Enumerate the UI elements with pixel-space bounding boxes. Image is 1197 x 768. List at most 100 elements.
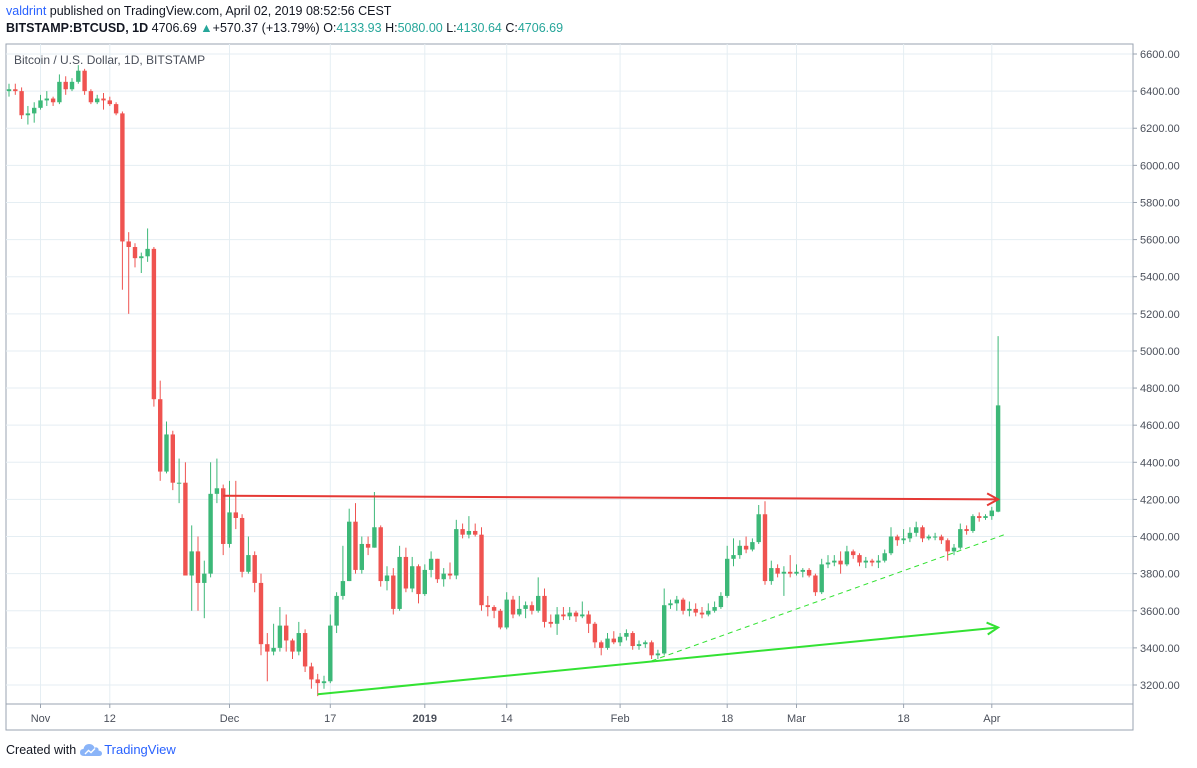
candle-up [580,601,585,619]
candle-up [441,568,446,587]
candle-down [63,76,68,95]
candle-up [662,588,667,656]
candle-body [25,113,31,116]
candle-up [725,545,730,598]
candle-down [498,608,503,630]
candle-body [869,560,875,563]
candle-body [252,555,257,583]
y-tick-label: 4000.00 [1140,532,1180,544]
candle-body [340,581,346,596]
x-tick-label: Nov [31,713,51,725]
candle-body [107,100,112,105]
candle-body [548,621,553,624]
candle-body [567,612,572,617]
candle-body [473,530,478,535]
x-tick-label: Dec [220,713,240,725]
y-tick-label: 4600.00 [1140,420,1180,432]
candle-up [277,607,283,652]
candle-body [649,642,654,656]
candle-body [643,642,648,645]
author-link[interactable]: valdrint [6,4,47,18]
candle-body [718,595,724,608]
candle-down [13,83,18,95]
candle-body [315,679,320,684]
high-label: H: [385,21,398,35]
y-tick-label: 5600.00 [1140,235,1180,247]
x-tick-label: 18 [897,713,909,725]
up-triangle-icon: ▲ [200,21,213,35]
candle-body [359,543,364,570]
candle-up [674,595,679,611]
candle-up [800,568,805,578]
candle-body [416,566,421,595]
grid-layer [6,44,1133,704]
candle-down [775,564,780,578]
candle-down [788,555,793,578]
candle-down [290,638,295,660]
candle-up [844,545,850,567]
candle-body [580,614,585,617]
candle-down [586,610,591,634]
candle-down [599,640,604,656]
candle-body [69,81,75,90]
x-tick-label: Mar [787,713,806,725]
candle-down [284,614,289,652]
candle-up [901,529,906,544]
candle-down [170,430,175,491]
high-value: 5080.00 [397,21,443,35]
symbol-label: BITSTAMP:BTCUSD, 1D [6,21,149,35]
candle-body [851,551,856,556]
candle-body [743,545,749,550]
y-tick-label: 6200.00 [1140,123,1180,135]
candle-body [655,653,661,656]
candle-down [838,551,843,574]
candle-body [284,625,289,641]
candle-body [800,569,805,572]
candle-up [756,504,761,544]
candle-body [662,605,667,654]
candle-body [687,608,692,611]
candle-body [592,623,598,643]
candle-body [989,510,994,517]
candle-up [347,508,352,582]
candle-body [706,610,711,615]
candle-down [611,631,616,645]
candle-body [347,521,352,582]
candle-down [19,87,24,119]
last-price: 4706.69 [151,21,197,35]
candle-up [731,538,736,567]
candle-body [599,642,604,648]
candle-up [617,633,623,647]
candle-down [857,553,862,567]
y-tick-label: 4800.00 [1140,383,1180,395]
x-tick-label: Feb [611,713,630,725]
candle-body [510,599,516,615]
created-with-text: Created with [6,742,77,757]
candle-body [491,607,497,611]
x-tick-label: 2019 [413,713,437,725]
candle-up [668,599,673,609]
candle-body [120,113,125,242]
candle-body [737,545,742,556]
candle-up [914,521,919,537]
candle-up [876,555,881,569]
candle-down [592,621,598,648]
candle-body [806,569,812,576]
candle-up [466,516,472,539]
tradingview-brand[interactable]: TradingView [104,742,176,757]
candle-up [57,74,62,105]
candle-body [6,89,12,92]
candle-up [428,551,434,578]
candle-down [699,607,705,619]
candle-up [372,491,377,548]
candle-body [693,608,698,613]
candle-body [95,98,100,103]
candle-body [454,529,459,576]
candle-up [6,83,12,97]
candle-down [265,633,270,682]
candle-down [183,462,188,576]
candle-body [479,534,484,606]
candle-up [176,458,182,504]
candle-body [277,625,283,648]
